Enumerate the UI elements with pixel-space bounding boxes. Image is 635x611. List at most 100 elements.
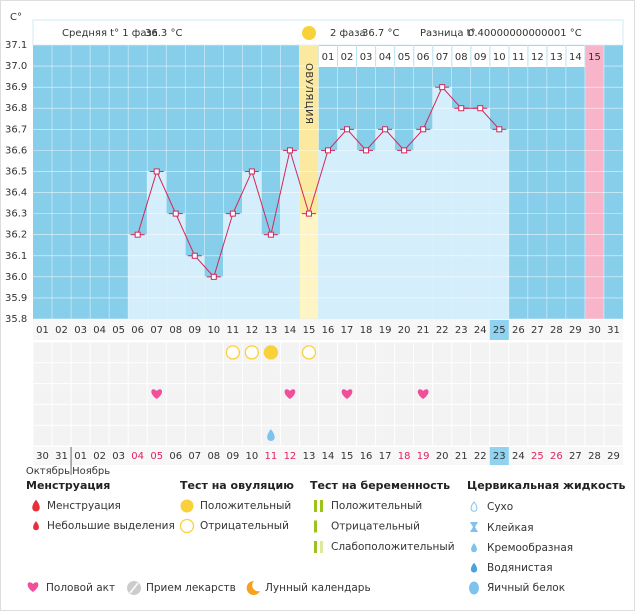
calendar-cell bbox=[242, 384, 261, 404]
x-tick-label: 22 bbox=[436, 325, 449, 336]
phase2-cell bbox=[376, 46, 395, 67]
diff-label: Разница t° bbox=[420, 28, 476, 39]
date-label: 12 bbox=[284, 451, 297, 462]
calendar-cell bbox=[166, 342, 185, 363]
date-label: 20 bbox=[436, 451, 449, 462]
phase2-label: 12 bbox=[531, 52, 544, 63]
legend-item: Слабоположительный bbox=[331, 541, 455, 553]
x-tick-label: 03 bbox=[74, 325, 87, 336]
phase2-cell bbox=[318, 46, 338, 67]
header-bar bbox=[32, 19, 624, 46]
date-label: 03 bbox=[112, 451, 125, 462]
calendar-cell bbox=[433, 363, 452, 384]
calendar-cell bbox=[261, 404, 280, 425]
calendar-cell bbox=[128, 342, 147, 363]
legend-item: Отрицательный bbox=[331, 521, 420, 533]
x-tick-label: 19 bbox=[379, 325, 392, 336]
calendar-cell bbox=[128, 425, 147, 446]
point bbox=[248, 168, 255, 175]
point bbox=[305, 210, 312, 217]
egg-white bbox=[267, 429, 275, 441]
point bbox=[172, 210, 179, 217]
bar bbox=[299, 213, 319, 320]
calendar-cell bbox=[280, 425, 299, 446]
phase2-cell bbox=[509, 46, 528, 67]
date-label: 24 bbox=[512, 451, 525, 462]
bar bbox=[223, 213, 243, 320]
date-row bbox=[33, 447, 623, 465]
icon bbox=[320, 541, 323, 553]
calendar-cell bbox=[242, 425, 261, 446]
point bbox=[134, 231, 141, 238]
x-tick-label: 01 bbox=[36, 325, 49, 336]
date-label: 25 bbox=[531, 451, 544, 462]
calendar-cell bbox=[204, 363, 223, 384]
calendar-cell bbox=[261, 384, 280, 404]
legend-item: Положительный bbox=[331, 500, 422, 512]
calendar-cell bbox=[566, 425, 585, 446]
bar bbox=[413, 129, 433, 320]
legend-item: Небольшие выделения bbox=[47, 520, 175, 532]
point bbox=[363, 147, 370, 154]
phase2-label: 14 bbox=[569, 52, 582, 63]
phase2-cell bbox=[547, 46, 566, 67]
date-label: 01 bbox=[74, 451, 87, 462]
point bbox=[325, 147, 331, 154]
calendar-cell bbox=[109, 404, 128, 425]
point bbox=[477, 105, 484, 112]
calendar-cell bbox=[490, 425, 509, 446]
date-label: 08 bbox=[207, 451, 220, 462]
calendar-cell bbox=[547, 342, 566, 363]
calendar-cell bbox=[528, 425, 547, 446]
legend-title: Цервикальная жидкость bbox=[467, 479, 625, 492]
phase1-label: Средняя t° 1 фаза bbox=[62, 28, 158, 39]
icon bbox=[471, 543, 477, 553]
x-tick-label: 16 bbox=[322, 325, 335, 336]
calendar-cell bbox=[242, 363, 261, 384]
point bbox=[439, 84, 446, 91]
date-label: 13 bbox=[303, 451, 316, 462]
x-tick-label: 28 bbox=[550, 325, 563, 336]
calendar-cell bbox=[604, 425, 623, 446]
calendar-cell bbox=[299, 425, 318, 446]
x-tick-label: 11 bbox=[226, 325, 239, 336]
x-tick-label: 04 bbox=[93, 325, 106, 336]
bar bbox=[184, 255, 205, 320]
calendar-cell bbox=[490, 384, 509, 404]
date-label: 17 bbox=[379, 451, 392, 462]
date-label: 31 bbox=[55, 451, 68, 462]
phase2-cell bbox=[528, 46, 547, 67]
phase2-label: 06 bbox=[417, 52, 430, 63]
x-tick-label: 12 bbox=[246, 325, 259, 336]
point bbox=[210, 273, 217, 280]
calendar-cell bbox=[90, 404, 109, 425]
calendar-cell bbox=[452, 425, 471, 446]
x-tick-label: 05 bbox=[112, 325, 125, 336]
date-label: 21 bbox=[455, 451, 468, 462]
calendar-cell bbox=[471, 404, 490, 425]
y-tick-label: 36.0 bbox=[5, 272, 27, 283]
calendar-cell bbox=[318, 425, 338, 446]
phase2-label: 07 bbox=[436, 52, 449, 63]
phase2-cell bbox=[357, 46, 376, 67]
calendar-cell bbox=[509, 425, 528, 446]
icon bbox=[33, 521, 39, 531]
x-tick-label: 09 bbox=[188, 325, 201, 336]
y-tick-label: 36.7 bbox=[5, 124, 27, 135]
calendar-cell bbox=[376, 404, 395, 425]
calendar-cell bbox=[33, 363, 52, 384]
icon bbox=[129, 582, 139, 594]
x-tick-label: 20 bbox=[398, 325, 411, 336]
x-tick-label: 02 bbox=[55, 325, 68, 336]
calendar-cell bbox=[223, 363, 242, 384]
phase2-cell bbox=[414, 46, 433, 67]
phase2-label: 04 bbox=[379, 52, 392, 63]
calendar-cell bbox=[128, 384, 147, 404]
calendar-cell bbox=[318, 363, 338, 384]
x-tick-label: 17 bbox=[341, 325, 354, 336]
calendar-cell bbox=[566, 342, 585, 363]
calendar-cell bbox=[433, 342, 452, 363]
phase2-cell bbox=[490, 46, 509, 67]
calendar-cell bbox=[90, 425, 109, 446]
point bbox=[420, 126, 427, 133]
